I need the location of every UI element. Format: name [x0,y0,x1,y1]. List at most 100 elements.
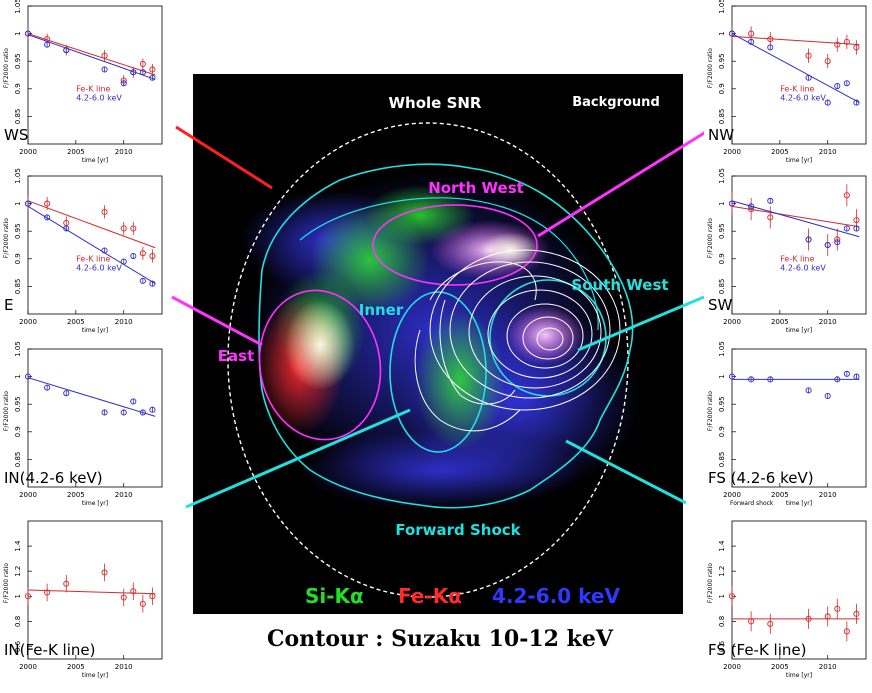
y-tick-label: 0.95 [14,396,22,412]
panel-ws: 2000 2005 2010 0.85 0.9 0.95 1 1.05 time [yr] F/F… [0,0,168,170]
x-tick-label: 2010 [819,148,837,156]
data-point [824,99,831,106]
forward-shock-contour [258,163,634,509]
data-point [149,252,156,260]
y-axis-label: F/F2000 ratio [707,391,714,431]
x-tick-label: 2010 [115,491,133,499]
y-tick-label: 0.9 [14,253,22,264]
data-point [63,47,70,54]
y-tick-label: 0.85 [14,109,22,125]
x-tick-label: 2010 [819,663,837,671]
data-point [805,52,812,59]
x-tick-label: 2005 [67,318,85,326]
data-point [767,36,774,43]
x-tick-label: 2000 [723,491,741,499]
suzaku-contour [439,299,516,405]
y-tick-label: 1 [14,201,22,205]
data-point [139,69,146,76]
legend-entry: 4.2-6.0 keV [780,264,826,273]
connector-inner [185,408,411,509]
data-point [843,370,850,377]
data-point [44,589,51,596]
east-white-emission [285,300,355,390]
label-south-west: South West [571,276,668,294]
data-point [805,387,812,394]
data-point [748,30,755,37]
blue-emission [300,430,580,510]
panel-label: E [4,296,13,314]
series-fe-k-line [24,196,156,263]
y-tick-label: 0.9 [14,426,22,437]
panel-background [704,343,872,513]
panel-note: Forward shock [730,500,774,507]
data-point [44,384,51,391]
x-tick-label: 2010 [819,491,837,499]
data-point [149,66,156,73]
x-tick-label: 2010 [115,318,133,326]
connector-sw [577,295,705,352]
x-axis-label: time [yr] [786,672,812,679]
data-point [805,74,812,81]
panel-fs1: 2000 2005 2010 0.85 0.9 0.95 1 1.05 time [yr] F/F… [704,341,872,513]
connectors [171,120,723,509]
data-point [824,241,831,249]
y-tick-label: 0.85 [718,452,726,468]
data-point [101,52,108,59]
data-point [767,214,774,221]
y-tick-label: 0.85 [14,279,22,295]
plot-frame [27,5,163,145]
data-point [139,409,146,416]
suzaku-contour [414,329,521,432]
y-tick-label: 1 [14,594,22,598]
x-axis-label: time [yr] [82,327,108,334]
series-4-2-6-0-kev [24,200,156,287]
data-point [101,208,108,215]
data-point [805,615,812,622]
y-tick-label: 0.85 [14,452,22,468]
label-background: Background [572,95,660,110]
y-tick-label: 0.85 [718,279,726,295]
data-point [24,200,32,207]
y-tick-label: 0.95 [718,53,726,69]
connector-nw [537,120,723,238]
y-axis-label: F/F2000 ratio [3,391,10,431]
y-tick-label: 1.2 [718,566,726,577]
x-tick-label: 2005 [771,663,789,671]
data-point [853,99,860,106]
nw-white-emission [480,232,540,268]
y-tick-label: 0.8 [718,616,726,627]
data-point [843,628,850,635]
y-tick-label: 1.4 [718,540,726,552]
x-axis-label: time [yr] [82,157,108,164]
y-axis-label: F/F2000 ratio [707,48,714,88]
data-point [728,593,736,600]
y-tick-label: 1 [718,594,726,598]
data-point [834,605,841,612]
plot-frame [27,348,163,488]
fit-line [731,200,860,238]
y-tick-label: 0.95 [14,223,22,239]
suzaku-contour [487,289,593,379]
data-point [24,373,32,380]
x-tick-label: 2010 [115,148,133,156]
panel-background [704,515,872,685]
y-tick-label: 1.05 [14,341,22,357]
fit-line [27,377,156,417]
data-point [149,74,156,81]
y-tick-label: 0.8 [14,616,22,627]
data-point [767,376,774,383]
data-point [120,80,127,87]
x-tick-label: 2000 [19,318,37,326]
data-point [853,44,860,51]
data-point [767,197,774,204]
panel-label: IN(Fe-K line) [4,641,95,659]
data-point [834,41,841,48]
y-axis-label: F/F2000 ratio [707,563,714,603]
x-tick-label: 2000 [723,148,741,156]
legend-fe: Fe-Kα [398,584,462,608]
data-point [101,66,108,73]
panel-background [0,343,168,513]
series-fe-k-line [24,563,156,613]
data-point [853,373,860,380]
